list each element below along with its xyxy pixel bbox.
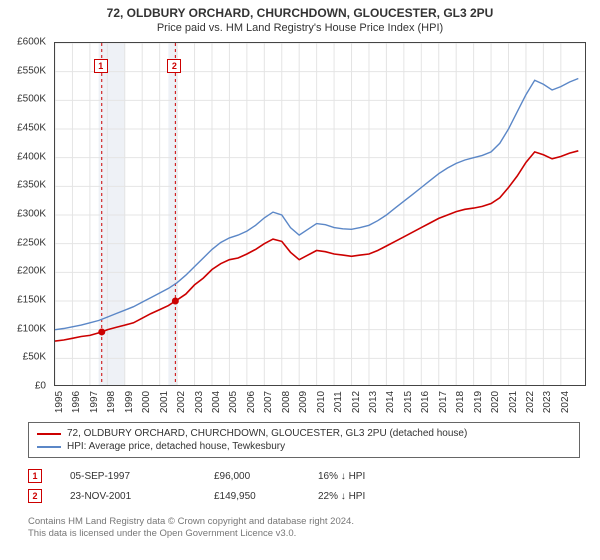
x-tick-label: 2011	[333, 391, 344, 413]
x-tick-label: 2003	[194, 391, 205, 413]
y-tick-label: £50K	[0, 352, 46, 363]
x-tick-label: 2019	[473, 391, 484, 413]
chart-area: £0£50K£100K£150K£200K£250K£300K£350K£400…	[54, 42, 586, 386]
y-tick-label: £250K	[0, 237, 46, 248]
y-tick-label: £550K	[0, 65, 46, 76]
chart-plot	[54, 42, 586, 386]
chart-marker-2: 2	[167, 59, 181, 73]
chart-footer-block: 72, OLDBURY ORCHARD, CHURCHDOWN, GLOUCES…	[28, 422, 580, 541]
marker-data-rows: 1 05-SEP-1997 £96,000 16% ↓ HPI 2 23-NOV-2001…	[28, 466, 580, 506]
y-tick-label: £0	[0, 381, 46, 392]
x-tick-label: 2002	[176, 391, 187, 413]
footer-text: Contains HM Land Registry data © Crown c…	[28, 516, 580, 541]
x-tick-label: 2006	[246, 391, 257, 413]
marker-data-row: 2 23-NOV-2001 £149,950 22% ↓ HPI	[28, 486, 580, 506]
y-tick-label: £150K	[0, 295, 46, 306]
marker-badge-2: 2	[28, 489, 42, 503]
x-tick-label: 2023	[542, 391, 553, 413]
y-tick-label: £600K	[0, 37, 46, 48]
x-tick-label: 2016	[420, 391, 431, 413]
x-tick-label: 1999	[124, 391, 135, 413]
y-tick-label: £450K	[0, 123, 46, 134]
x-tick-label: 2022	[525, 391, 536, 413]
chart-subtitle: Price paid vs. HM Land Registry's House …	[0, 20, 600, 38]
legend-label-property: 72, OLDBURY ORCHARD, CHURCHDOWN, GLOUCES…	[67, 428, 467, 439]
x-tick-label: 1996	[71, 391, 82, 413]
x-tick-label: 2008	[281, 391, 292, 413]
legend-swatch-hpi	[37, 446, 61, 448]
x-tick-label: 2005	[228, 391, 239, 413]
x-tick-label: 2007	[263, 391, 274, 413]
y-tick-label: £100K	[0, 323, 46, 334]
marker-pct: 16% ↓ HPI	[318, 471, 365, 482]
marker-pct: 22% ↓ HPI	[318, 491, 365, 502]
legend-row-hpi: HPI: Average price, detached house, Tewk…	[37, 440, 571, 453]
marker-price: £149,950	[214, 491, 294, 502]
x-tick-label: 2020	[490, 391, 501, 413]
x-tick-label: 2024	[560, 391, 571, 413]
marker-date: 23-NOV-2001	[70, 491, 190, 502]
x-tick-label: 2015	[403, 391, 414, 413]
y-tick-label: £200K	[0, 266, 46, 277]
x-tick-label: 2017	[438, 391, 449, 413]
footer-line-2: This data is licensed under the Open Gov…	[28, 528, 580, 540]
x-tick-label: 2009	[298, 391, 309, 413]
x-tick-label: 2001	[159, 391, 170, 413]
marker-price: £96,000	[214, 471, 294, 482]
legend-swatch-property	[37, 433, 61, 435]
x-tick-label: 2014	[385, 391, 396, 413]
chart-marker-1: 1	[94, 59, 108, 73]
y-tick-label: £350K	[0, 180, 46, 191]
marker-badge-1: 1	[28, 469, 42, 483]
x-tick-label: 1998	[106, 391, 117, 413]
x-tick-label: 1997	[89, 391, 100, 413]
x-tick-label: 2000	[141, 391, 152, 413]
x-tick-label: 2004	[211, 391, 222, 413]
marker-data-row: 1 05-SEP-1997 £96,000 16% ↓ HPI	[28, 466, 580, 486]
y-tick-label: £500K	[0, 94, 46, 105]
x-tick-label: 2012	[351, 391, 362, 413]
y-tick-label: £300K	[0, 209, 46, 220]
x-tick-label: 2018	[455, 391, 466, 413]
legend-label-hpi: HPI: Average price, detached house, Tewk…	[67, 441, 285, 452]
legend-row-property: 72, OLDBURY ORCHARD, CHURCHDOWN, GLOUCES…	[37, 427, 571, 440]
x-tick-label: 2013	[368, 391, 379, 413]
footer-line-1: Contains HM Land Registry data © Crown c…	[28, 516, 580, 528]
x-tick-label: 2021	[508, 391, 519, 413]
marker-date: 05-SEP-1997	[70, 471, 190, 482]
y-tick-label: £400K	[0, 151, 46, 162]
legend: 72, OLDBURY ORCHARD, CHURCHDOWN, GLOUCES…	[28, 422, 580, 458]
x-tick-label: 1995	[54, 391, 65, 413]
chart-title: 72, OLDBURY ORCHARD, CHURCHDOWN, GLOUCES…	[0, 0, 600, 20]
x-tick-label: 2010	[316, 391, 327, 413]
